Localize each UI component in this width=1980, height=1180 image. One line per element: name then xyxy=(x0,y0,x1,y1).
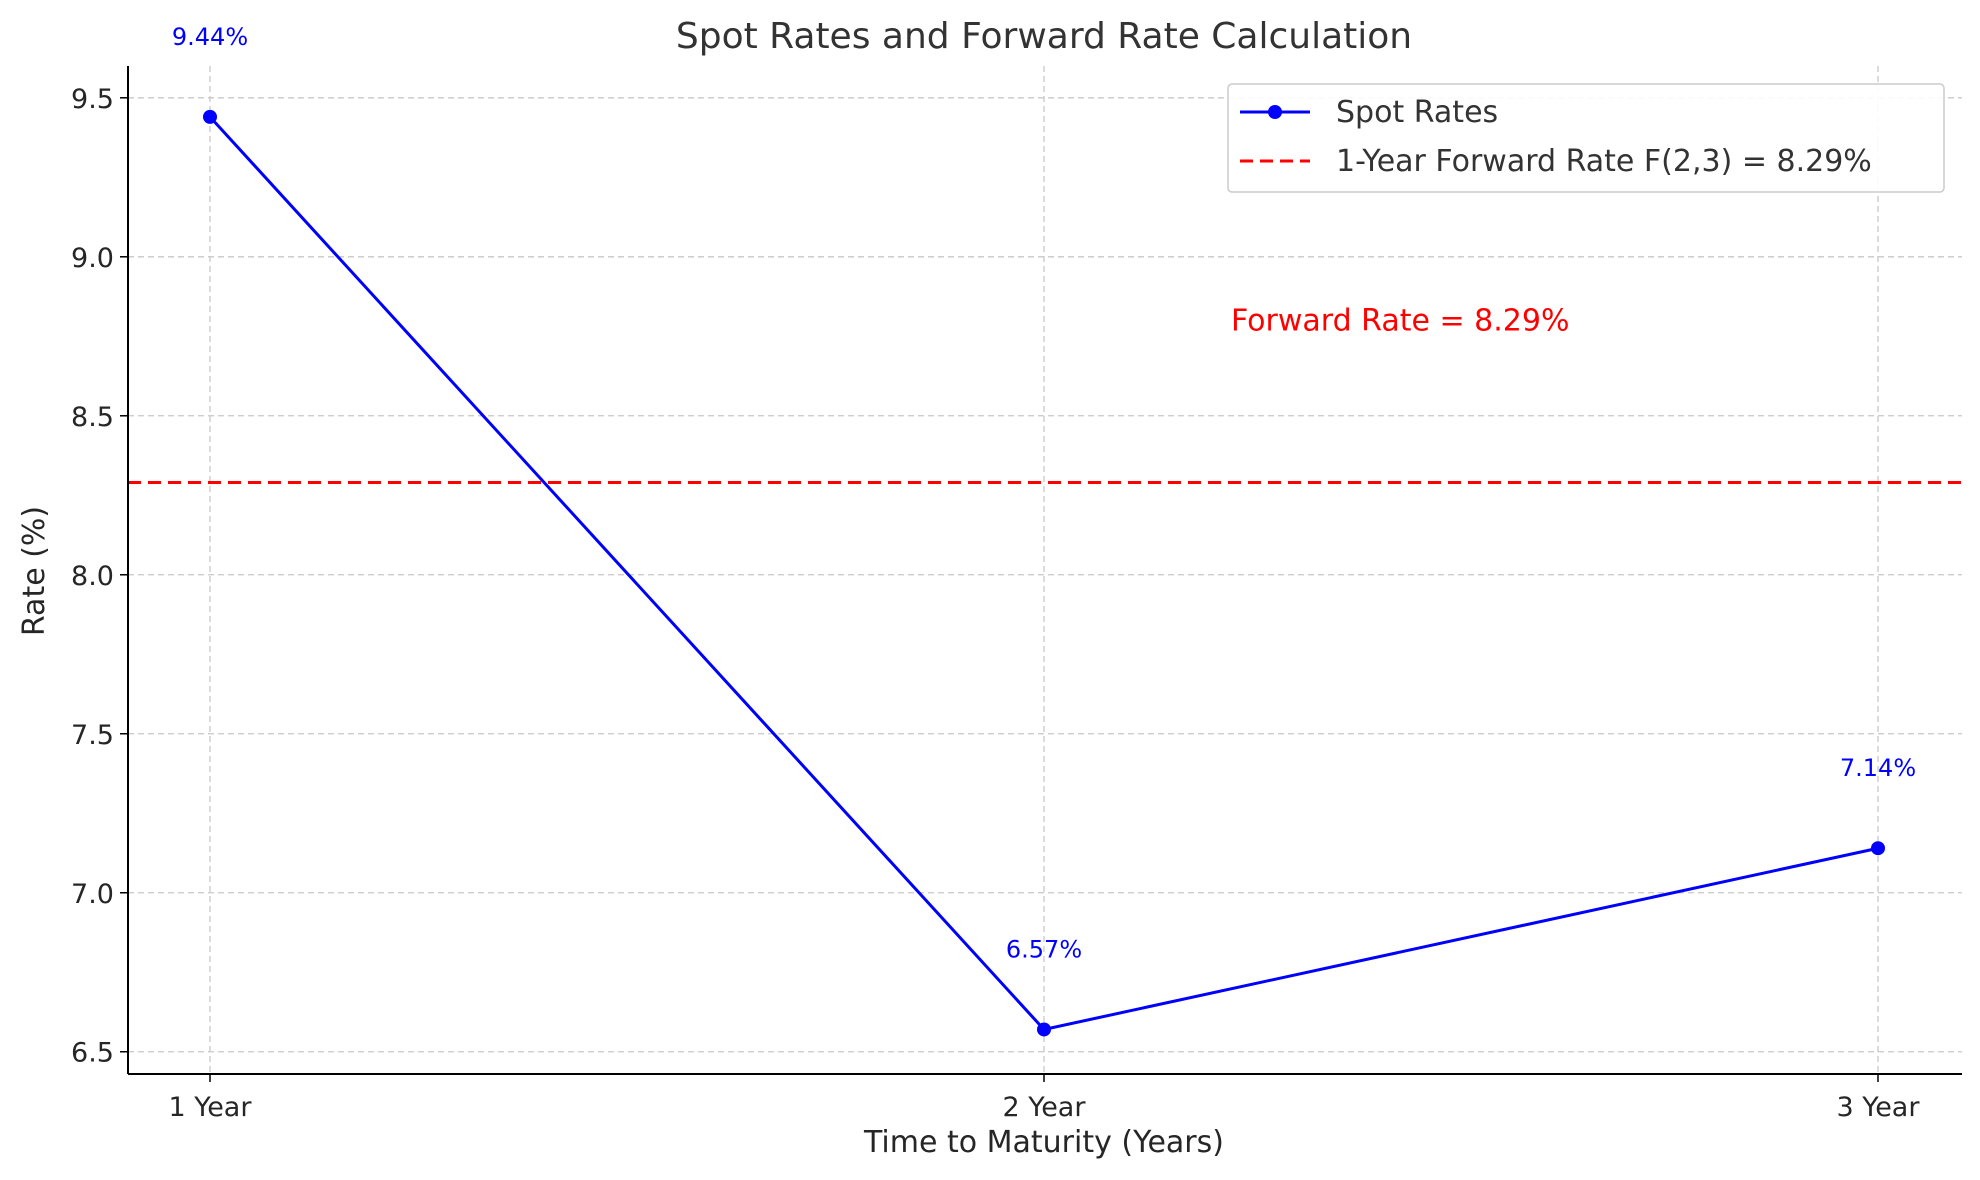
forward-rate-annotation: Forward Rate = 8.29% xyxy=(1231,303,1569,338)
y-tick-label: 8.0 xyxy=(71,561,114,592)
spot-rate-data-label: 9.44% xyxy=(172,23,248,51)
x-tick-label: 2 Year xyxy=(1003,1092,1087,1123)
y-tick-label: 7.0 xyxy=(71,879,114,910)
spot-rate-point xyxy=(1871,841,1885,856)
y-tick-label: 9.0 xyxy=(71,243,114,274)
y-tick-label: 9.5 xyxy=(71,84,114,115)
y-tick-label: 7.5 xyxy=(71,720,114,751)
y-tick-label: 8.5 xyxy=(71,402,114,433)
chart-title: Spot Rates and Forward Rate Calculation xyxy=(676,16,1412,57)
grid xyxy=(128,66,1962,1074)
ticks: 6.5 7.0 7.5 8.0 8.5 9.0 9.5 1 Year 2 Year 3 Year xyxy=(71,84,1920,1123)
legend-label-spot-rates: Spot Rates xyxy=(1336,95,1498,130)
spot-rate-point xyxy=(203,109,217,124)
legend-marker-spot-rates xyxy=(1268,105,1282,119)
x-tick-label: 3 Year xyxy=(1837,1092,1921,1123)
legend: Spot Rates 1-Year Forward Rate F(2,3) = 8… xyxy=(1227,83,1945,193)
spot-rate-point xyxy=(1037,1022,1051,1037)
spot-rate-data-label: 6.57% xyxy=(1006,935,1082,963)
legend-frame xyxy=(1227,83,1945,193)
y-axis-title: Rate (%) xyxy=(17,506,52,636)
spot-rate-data-label: 7.14% xyxy=(1840,754,1916,782)
y-tick-label: 6.5 xyxy=(71,1038,114,1069)
x-tick-label: 1 Year xyxy=(169,1092,253,1123)
series-group: 9.44% 6.57% 7.14% xyxy=(172,23,1916,1037)
x-axis-title: Time to Maturity (Years) xyxy=(863,1125,1224,1160)
legend-label-forward-rate: 1-Year Forward Rate F(2,3) = 8.29% xyxy=(1336,144,1872,179)
axes xyxy=(127,66,1962,1075)
